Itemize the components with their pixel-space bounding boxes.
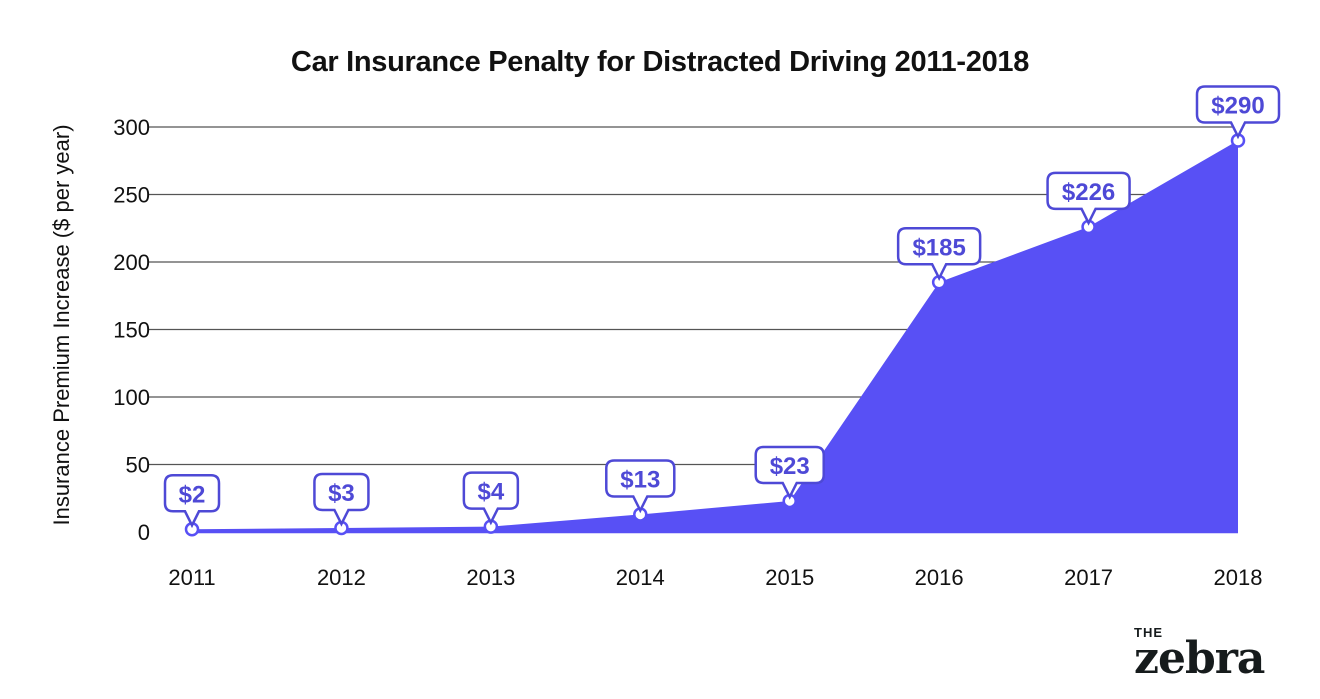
data-label-bubble bbox=[163, 474, 221, 529]
y-tick-label: 100 bbox=[113, 385, 150, 410]
gridlines bbox=[148, 126, 1238, 466]
logo-zebra: zebra bbox=[1134, 633, 1265, 684]
data-label-bubble bbox=[462, 471, 520, 526]
y-tick-label: 200 bbox=[113, 250, 150, 275]
data-label: $23 bbox=[770, 453, 810, 480]
data-label-bubble bbox=[1046, 171, 1131, 226]
x-tick-label: 2015 bbox=[765, 565, 814, 590]
y-tick-label: 150 bbox=[113, 318, 150, 343]
area-fill bbox=[192, 140, 1238, 532]
data-label: $185 bbox=[912, 234, 965, 261]
x-tick-label: 2017 bbox=[1064, 565, 1113, 590]
data-label: $226 bbox=[1062, 179, 1115, 206]
x-tick-label: 2018 bbox=[1214, 565, 1263, 590]
data-label-bubble bbox=[313, 472, 370, 527]
the-zebra-logo: THE zebra bbox=[1134, 625, 1265, 684]
data-label-bubble bbox=[1195, 85, 1281, 140]
data-label-bubble bbox=[754, 445, 825, 500]
y-tick-label: 50 bbox=[126, 453, 150, 478]
x-tick-label: 2011 bbox=[168, 565, 215, 590]
x-tick-labels: 2011 2012 2013 2014 2015 2016 2017 2018 bbox=[168, 565, 1262, 590]
data-label-bubble bbox=[605, 459, 676, 514]
data-label: $2 bbox=[179, 481, 206, 508]
data-label: $3 bbox=[328, 480, 355, 507]
y-tick-label: 0 bbox=[138, 520, 150, 545]
data-labels: $2 $3 $4 $13 $23 $185 $226 $290 bbox=[163, 85, 1281, 529]
x-tick-label: 2012 bbox=[317, 565, 366, 590]
x-tick-label: 2014 bbox=[616, 565, 665, 590]
y-tick-labels: 0 50 100 150 200 250 300 bbox=[113, 115, 150, 545]
area-series bbox=[192, 140, 1238, 534]
logo-the: THE bbox=[1134, 625, 1163, 640]
data-label: $290 bbox=[1211, 93, 1264, 120]
chart-title: Car Insurance Penalty for Distracted Dri… bbox=[290, 46, 1030, 78]
data-points bbox=[184, 133, 1246, 537]
x-tick-label: 2016 bbox=[915, 565, 964, 590]
data-label-bubble bbox=[896, 227, 982, 282]
y-tick-label: 300 bbox=[113, 115, 150, 140]
y-tick-label: 250 bbox=[113, 183, 150, 208]
data-label: $13 bbox=[620, 466, 660, 493]
x-tick-label: 2013 bbox=[466, 565, 515, 590]
data-label: $4 bbox=[478, 479, 505, 506]
